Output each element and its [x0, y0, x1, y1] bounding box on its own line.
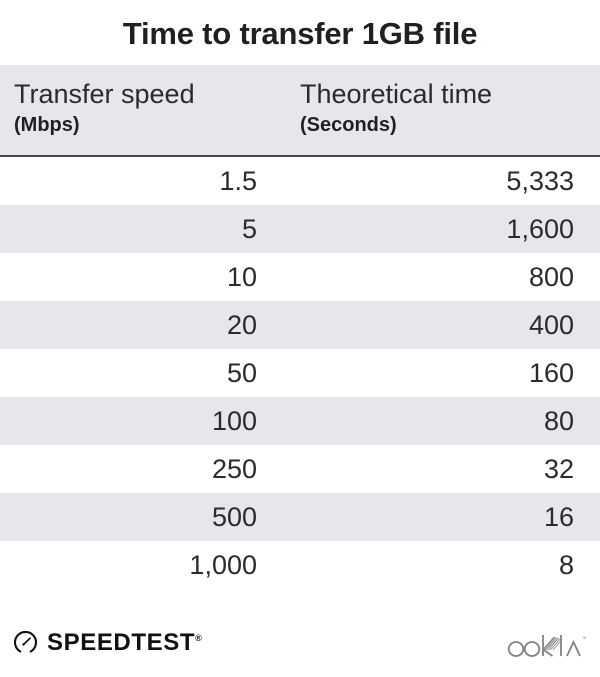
table-row: 1.5 5,333: [0, 157, 600, 205]
table-body: 1.5 5,333 5 1,600 10 800 20 400 50 160 1…: [0, 157, 600, 589]
speedtest-wordmark: SPEEDTEST®: [47, 630, 202, 655]
table-row: 20 400: [0, 301, 600, 349]
table-row: 5 1,600: [0, 205, 600, 253]
table-row: 1,000 8: [0, 541, 600, 589]
ookla-wordmark-icon: ™: [506, 628, 588, 658]
svg-text:™: ™: [582, 636, 587, 641]
cell-theoretical-time: 8: [558, 550, 574, 580]
cell-transfer-speed: 100: [211, 406, 257, 436]
cell-transfer-speed: 250: [211, 454, 257, 484]
table-row: 50 160: [0, 349, 600, 397]
cell-theoretical-time: 400: [528, 310, 574, 340]
cell-theoretical-time: 32: [543, 454, 574, 484]
speedtest-wordmark-text: SPEEDTEST: [47, 628, 196, 656]
cell-transfer-speed: 5: [241, 214, 257, 244]
speedtest-logo: SPEEDTEST®: [13, 626, 202, 658]
column-header-transfer-speed-label: Transfer speed: [14, 79, 195, 109]
speedtest-trademark-icon: ®: [195, 632, 203, 643]
cell-transfer-speed: 1,000: [189, 550, 257, 580]
table-row: 10 800: [0, 253, 600, 301]
cell-transfer-speed: 20: [226, 310, 257, 340]
cell-theoretical-time: 160: [528, 358, 574, 388]
footer-branding: SPEEDTEST®: [0, 614, 600, 677]
table-row: 100 80: [0, 397, 600, 445]
cell-theoretical-time: 800: [528, 262, 574, 292]
transfer-time-table: Transfer speed (Mbps) Theoretical time (…: [0, 65, 600, 589]
column-header-theoretical-time-label: Theoretical time: [300, 79, 493, 109]
cell-theoretical-time: 1,600: [506, 214, 574, 244]
table-row: 500 16: [0, 493, 600, 541]
table-header-row: Transfer speed (Mbps) Theoretical time (…: [0, 65, 600, 157]
column-header-transfer-speed-unit: (Mbps): [14, 114, 80, 136]
column-header-theoretical-time: Theoretical time (Seconds): [300, 77, 492, 139]
page-title: Time to transfer 1GB file: [122, 16, 478, 51]
ookla-logo: ™: [506, 628, 588, 658]
cell-transfer-speed: 1.5: [219, 166, 257, 196]
cell-transfer-speed: 50: [226, 358, 257, 388]
column-header-transfer-speed: Transfer speed (Mbps): [14, 77, 195, 139]
column-header-theoretical-time-unit: (Seconds): [300, 114, 397, 136]
speedometer-gauge-icon: [13, 630, 38, 655]
cell-theoretical-time: 80: [543, 406, 574, 436]
table-row: 250 32: [0, 445, 600, 493]
cell-transfer-speed: 500: [211, 502, 257, 532]
cell-theoretical-time: 5,333: [506, 166, 574, 196]
cell-transfer-speed: 10: [226, 262, 257, 292]
cell-theoretical-time: 16: [543, 502, 574, 532]
